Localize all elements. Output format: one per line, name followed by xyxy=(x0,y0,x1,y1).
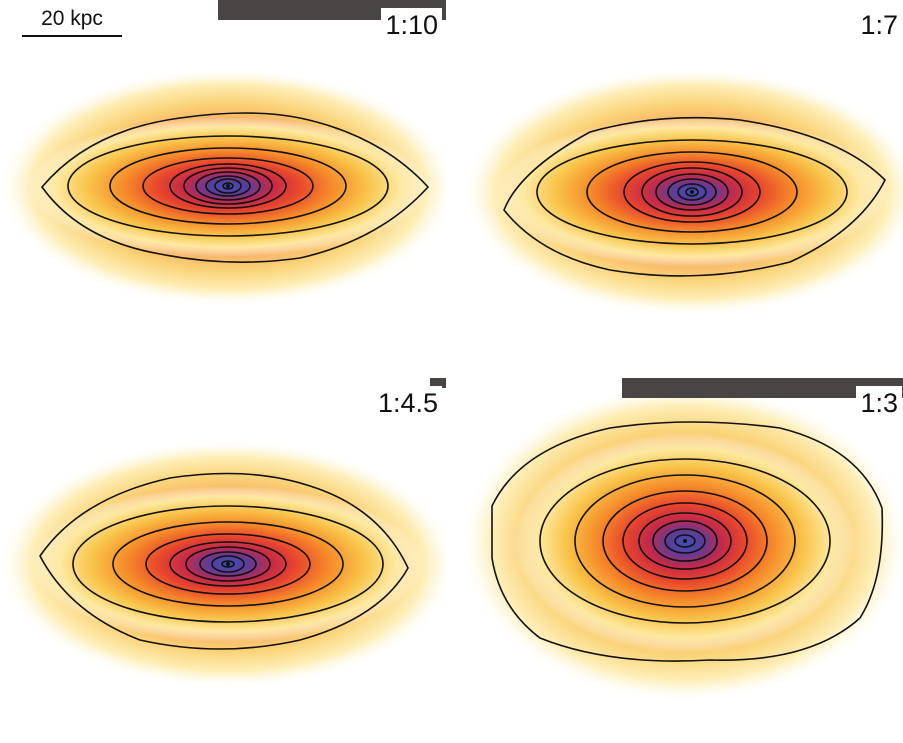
galaxy-panel-1: 20 kpc 1:10 xyxy=(0,0,446,365)
galaxy-panel-2: 1:7 xyxy=(460,0,903,365)
scale-bar-label: 20 kpc xyxy=(41,7,103,30)
scale-bar: 20 kpc xyxy=(22,6,122,37)
galaxy-panel-3: 1:4.5 xyxy=(0,378,446,743)
galaxy-image-3 xyxy=(0,439,446,689)
galaxy-image-2 xyxy=(462,67,903,317)
mass-ratio-label: 1:10 xyxy=(381,8,442,42)
scale-bar-line xyxy=(22,35,122,37)
mass-ratio-label: 1:4.5 xyxy=(373,386,442,420)
galaxy-image-4 xyxy=(460,383,903,703)
mass-ratio-label: 1:3 xyxy=(856,386,902,420)
galaxy-image-1 xyxy=(0,67,446,307)
mass-ratio-label: 1:7 xyxy=(856,8,902,42)
dark-bar xyxy=(622,378,903,398)
dark-bar xyxy=(430,378,446,388)
galaxy-panel-4: 1:3 xyxy=(460,378,903,743)
